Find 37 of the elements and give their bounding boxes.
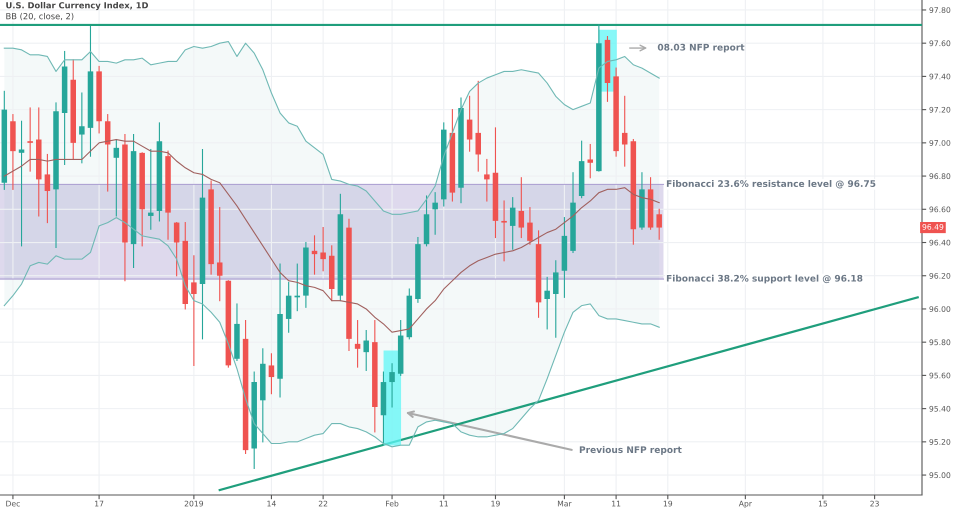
candlestick <box>518 177 524 238</box>
candlestick <box>104 114 110 192</box>
candlestick <box>354 320 360 368</box>
candlestick <box>510 197 516 250</box>
candlestick <box>475 80 481 172</box>
ref-line-label: Fibonacci 23.6% resistance level @ 96.75 <box>666 180 876 188</box>
candlestick <box>174 222 180 276</box>
candlestick <box>656 208 662 240</box>
candlestick <box>191 255 197 366</box>
candlestick <box>44 154 50 224</box>
candlestick <box>363 330 369 371</box>
candlestick <box>79 92 85 164</box>
candlestick <box>587 144 594 178</box>
line-series <box>4 217 660 448</box>
candlestick <box>148 148 154 230</box>
candlestick <box>286 282 292 333</box>
candlestick <box>268 353 274 394</box>
candlestick <box>484 158 490 202</box>
candlestick <box>432 192 438 235</box>
candlestick <box>622 96 628 167</box>
candlestick <box>312 235 318 275</box>
ref-line-label: Fibonacci 38.2% support level @ 96.18 <box>666 274 862 284</box>
candlestick <box>466 96 472 152</box>
candlestick <box>389 363 395 408</box>
annotation: 08.03 NFP report <box>658 44 744 52</box>
chart-title: U.S. Dollar Currency Index, 1D <box>6 2 148 10</box>
annotation: Previous NFP report <box>580 446 682 455</box>
candlestick <box>216 207 222 302</box>
candlestick <box>527 207 533 245</box>
candlestick <box>18 120 24 246</box>
candlestick <box>320 227 326 272</box>
candlestick <box>294 264 300 312</box>
text: BB (20, close, 2) <box>6 12 74 20</box>
candlestick <box>114 138 120 216</box>
candlestick <box>544 276 550 330</box>
candlestick <box>553 260 559 338</box>
candlestick <box>27 107 33 172</box>
